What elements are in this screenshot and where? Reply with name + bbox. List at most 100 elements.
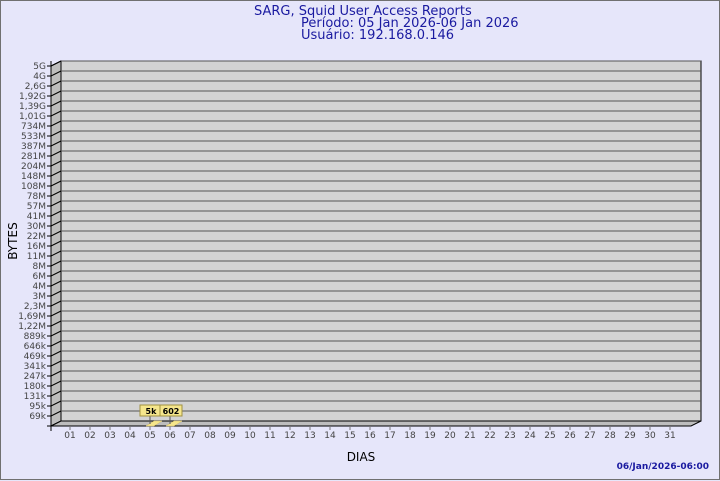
wall-line bbox=[50, 110, 62, 117]
wall-line bbox=[50, 290, 62, 297]
bar-label-box bbox=[159, 404, 183, 417]
x-tick-label: 05 bbox=[144, 431, 155, 441]
x-tick-label: 15 bbox=[344, 431, 355, 441]
y-tick-label: 11M bbox=[27, 252, 46, 262]
x-tick-label: 14 bbox=[324, 431, 336, 441]
y-tick-label: 1,92G bbox=[19, 92, 46, 102]
x-tick-label: 16 bbox=[364, 431, 376, 441]
x-tick-label: 12 bbox=[284, 431, 295, 441]
y-tick-label: 204M bbox=[21, 162, 46, 172]
y-tick-label: 533M bbox=[21, 132, 46, 142]
y-tick-label: 41M bbox=[27, 212, 46, 222]
x-tick-label: 03 bbox=[104, 431, 115, 441]
y-tick-label: 108M bbox=[21, 182, 46, 192]
x-tick-label: 01 bbox=[64, 431, 75, 441]
y-tick-label: 247k bbox=[24, 372, 47, 382]
wall-line bbox=[50, 380, 62, 387]
x-tick-label: 31 bbox=[664, 431, 675, 441]
y-tick-label: 78M bbox=[27, 192, 46, 202]
y-tick-label: 8M bbox=[33, 262, 47, 272]
x-tick-label: 18 bbox=[404, 431, 416, 441]
y-tick-label: 131k bbox=[24, 392, 47, 402]
wall-line bbox=[50, 60, 62, 67]
x-tick-label: 23 bbox=[504, 431, 515, 441]
chart-title: SARG, Squid User Access Reports bbox=[254, 4, 472, 19]
bar bbox=[165, 420, 183, 427]
x-tick-label: 07 bbox=[184, 431, 195, 441]
wall-line bbox=[50, 70, 62, 77]
wall-line bbox=[50, 230, 62, 237]
y-tick-label: 1,22M bbox=[18, 322, 46, 332]
x-tick-label: 25 bbox=[544, 431, 555, 441]
wall-line bbox=[50, 200, 62, 207]
y-tick-label: 1,01G bbox=[19, 112, 46, 122]
wall-line bbox=[50, 340, 62, 347]
y-tick-label: 95k bbox=[29, 402, 46, 412]
generated-timestamp: 06/Jan/2026-06:00 bbox=[616, 462, 709, 472]
y-tick-label: 16M bbox=[27, 242, 46, 252]
y-tick-label: 4G bbox=[33, 72, 46, 82]
wall-line bbox=[50, 180, 62, 187]
bar bbox=[145, 420, 163, 427]
wall-line bbox=[50, 410, 62, 417]
y-tick-label: 3M bbox=[33, 292, 47, 302]
y-tick-label: 889k bbox=[24, 332, 47, 342]
x-tick-label: 27 bbox=[584, 431, 595, 441]
y-tick-label: 734M bbox=[21, 122, 46, 132]
x-tick-label: 22 bbox=[484, 431, 495, 441]
x-tick-label: 17 bbox=[384, 431, 395, 441]
wall-line bbox=[50, 80, 62, 87]
chart-period: Período: 05 Jan 2026-06 Jan 2026 bbox=[301, 16, 519, 31]
y-tick-label: 646k bbox=[24, 342, 47, 352]
y-tick-label: 148M bbox=[21, 172, 46, 182]
y-tick-label: 1,69M bbox=[18, 312, 46, 322]
x-tick-label: 04 bbox=[124, 431, 136, 441]
y-tick-label: 341k bbox=[24, 362, 47, 372]
wall-line bbox=[50, 310, 62, 317]
x-axis-title: DIAS bbox=[347, 450, 376, 464]
x-tick-label: 28 bbox=[604, 431, 616, 441]
y-axis-title: BYTES bbox=[6, 222, 20, 259]
y-tick-label: 57M bbox=[27, 202, 46, 212]
x-tick-label: 26 bbox=[564, 431, 576, 441]
x-tick-label: 24 bbox=[524, 431, 536, 441]
y-tick-label: 1,39G bbox=[19, 102, 46, 112]
wall-line bbox=[50, 170, 62, 177]
y-tick-label: 22M bbox=[27, 232, 46, 242]
y-tick-label: 6M bbox=[33, 272, 47, 282]
x-tick-label: 19 bbox=[424, 431, 436, 441]
x-tick-label: 21 bbox=[464, 431, 475, 441]
y-tick-label: 4M bbox=[33, 282, 47, 292]
wall-line bbox=[50, 320, 62, 327]
wall-line bbox=[50, 370, 62, 377]
wall-line bbox=[50, 140, 62, 147]
wall-line bbox=[50, 390, 62, 397]
y-tick-label: 469k bbox=[24, 352, 47, 362]
wall-line bbox=[50, 260, 62, 267]
wall-line bbox=[50, 130, 62, 137]
wall-line bbox=[50, 240, 62, 247]
x-tick-label: 02 bbox=[84, 431, 95, 441]
wall-line bbox=[50, 330, 62, 337]
x-tick-label: 11 bbox=[264, 431, 275, 441]
wall-line bbox=[50, 90, 62, 97]
x-tick-label: 29 bbox=[624, 431, 636, 441]
wall-line bbox=[50, 120, 62, 127]
y-tick-label: 69k bbox=[29, 412, 46, 422]
wall-line bbox=[50, 160, 62, 167]
wall-line bbox=[50, 400, 62, 407]
bar-label: 602 bbox=[163, 407, 180, 416]
x-tick-label: 10 bbox=[244, 431, 256, 441]
wall-line bbox=[50, 350, 62, 357]
bar-label: 5k bbox=[146, 407, 158, 416]
y-tick-label: 2,6G bbox=[25, 82, 46, 92]
wall-line bbox=[50, 250, 62, 257]
y-tick-label: 30M bbox=[27, 222, 46, 232]
chart-user: Usuário: 192.168.0.146 bbox=[301, 28, 455, 43]
wall-line bbox=[50, 220, 62, 227]
y-tick-label: 281M bbox=[21, 152, 46, 162]
wall-line bbox=[50, 280, 62, 287]
wall-line bbox=[50, 210, 62, 217]
